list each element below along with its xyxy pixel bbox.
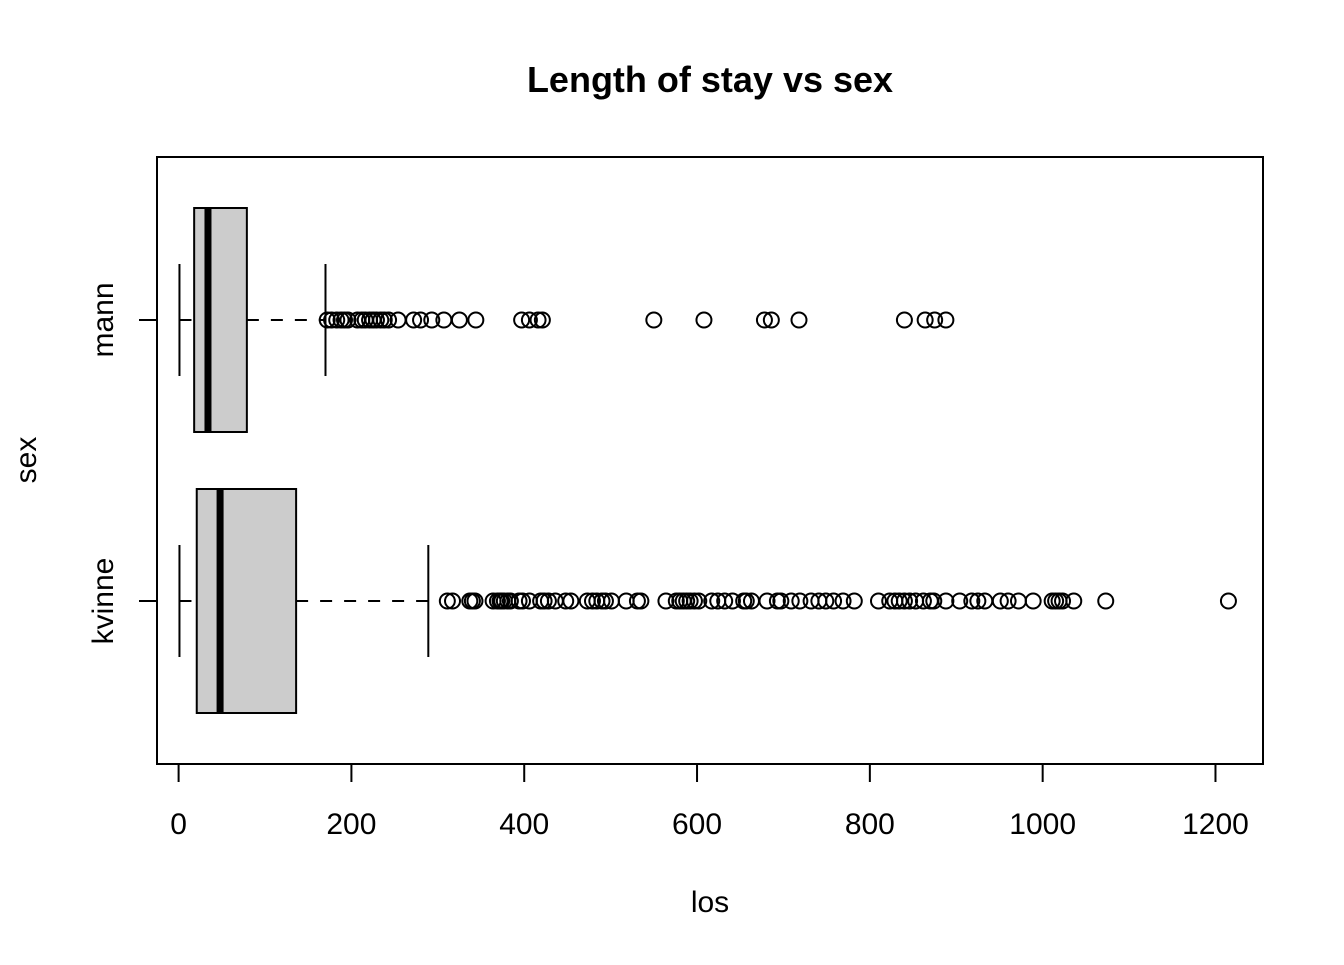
outlier-point — [817, 592, 835, 610]
outlier-point — [825, 592, 843, 610]
x-tick-label: 200 — [326, 808, 376, 841]
box-kvinne — [178, 488, 1237, 714]
y-axis-label: sex — [10, 437, 43, 484]
outlier-point — [628, 592, 646, 610]
outlier-point — [695, 311, 713, 329]
outlier-point — [513, 311, 531, 329]
x-axis-label: los — [691, 886, 729, 919]
outlier-point — [755, 311, 773, 329]
x-axis: 0 200 400 600 800 1000 1200 — [170, 763, 1249, 841]
outlier-point — [539, 592, 557, 610]
outlier-point — [1065, 592, 1083, 610]
outlier-point — [963, 592, 981, 610]
outlier-point — [323, 311, 341, 329]
outlier-point — [557, 592, 575, 610]
outlier-point — [914, 592, 932, 610]
outlier-point — [916, 311, 934, 329]
outlier-point — [405, 311, 423, 329]
outlier-point — [467, 311, 485, 329]
plot-frame — [156, 156, 1264, 765]
outlier-point — [389, 311, 407, 329]
x-tick-label: 1200 — [1182, 808, 1249, 841]
outlier-point — [657, 592, 675, 610]
outlier-point — [632, 592, 650, 610]
outlier-point — [991, 592, 1009, 610]
outlier-point — [596, 592, 614, 610]
outlier-point — [772, 592, 790, 610]
x-tick-label: 0 — [170, 808, 187, 841]
outlier-point — [1097, 592, 1115, 610]
outlier-point — [375, 311, 393, 329]
outlier-point — [1054, 592, 1072, 610]
outlier-point — [339, 311, 357, 329]
outlier-point — [1024, 592, 1042, 610]
outlier-point — [380, 311, 398, 329]
outlier-point — [937, 592, 955, 610]
outlier-point — [901, 592, 919, 610]
outlier-point — [583, 592, 601, 610]
outlier-point — [1219, 592, 1237, 610]
outlier-point — [501, 592, 519, 610]
outlier-point — [762, 311, 780, 329]
x-tick-label: 800 — [845, 808, 895, 841]
outlier-point — [562, 592, 580, 610]
box-iqr — [195, 488, 298, 714]
outlier-point — [466, 592, 484, 610]
outlier-point — [513, 592, 531, 610]
outlier-point — [690, 592, 708, 610]
box-mann — [178, 207, 955, 433]
outlier-point — [533, 311, 551, 329]
outlier-point — [367, 311, 385, 329]
boxes-group — [178, 207, 1237, 714]
outlier-point — [703, 592, 721, 610]
outlier-point — [890, 592, 908, 610]
outlier-point — [723, 592, 741, 610]
outlier-point — [845, 592, 863, 610]
outlier-point — [423, 311, 441, 329]
outlier-point — [869, 592, 887, 610]
outlier-point — [1009, 592, 1027, 610]
x-tick-label: 600 — [672, 808, 722, 841]
outlier-point — [520, 311, 538, 329]
outlier-point — [782, 592, 800, 610]
outlier-point — [951, 592, 969, 610]
outlier-point — [444, 592, 462, 610]
outlier-point — [895, 592, 913, 610]
outlier-point — [318, 311, 336, 329]
outlier-point — [926, 311, 944, 329]
outlier-point — [925, 592, 943, 610]
outlier-point — [999, 592, 1017, 610]
outlier-point — [535, 592, 553, 610]
outlier-point — [529, 311, 547, 329]
outlier-point — [716, 592, 734, 610]
x-tick-label: 1000 — [1009, 808, 1076, 841]
outlier-point — [328, 311, 346, 329]
outlier-point — [681, 592, 699, 610]
y-tick-label: mann — [87, 282, 120, 357]
outlier-point — [438, 592, 456, 610]
y-tick-label: kvinne — [87, 558, 120, 645]
outlier-point — [758, 592, 776, 610]
outlier-point — [685, 592, 703, 610]
outlier-point — [450, 311, 468, 329]
box-iqr — [193, 207, 248, 433]
outlier-point — [969, 592, 987, 610]
outlier-point — [412, 311, 430, 329]
outlier-point — [768, 592, 786, 610]
chart-title: Length of stay vs sex — [527, 59, 893, 100]
outlier-point — [791, 592, 809, 610]
outlier-point — [937, 311, 955, 329]
outlier-point — [737, 592, 755, 610]
x-tick-label: 400 — [499, 808, 549, 841]
outlier-point — [790, 311, 808, 329]
outlier-point — [834, 592, 852, 610]
y-axis: kvinne mann — [87, 282, 158, 645]
outlier-point — [895, 311, 913, 329]
outlier-point — [645, 311, 663, 329]
